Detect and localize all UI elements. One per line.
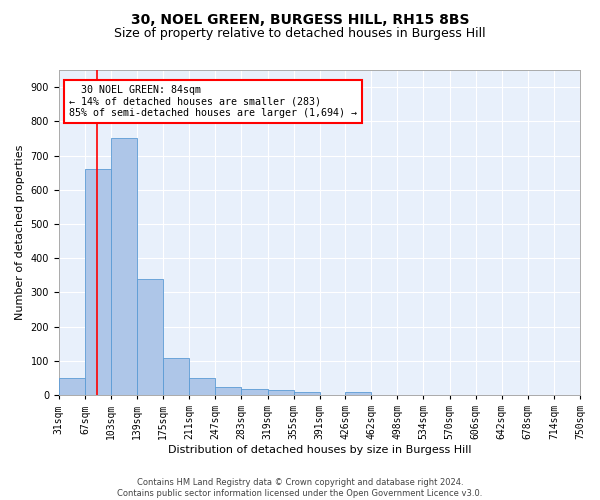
Bar bbox=[293, 392, 320, 395]
Bar bbox=[189, 378, 215, 395]
X-axis label: Distribution of detached houses by size in Burgess Hill: Distribution of detached houses by size … bbox=[167, 445, 471, 455]
Bar bbox=[215, 386, 241, 395]
Text: Size of property relative to detached houses in Burgess Hill: Size of property relative to detached ho… bbox=[114, 28, 486, 40]
Text: 30, NOEL GREEN, BURGESS HILL, RH15 8BS: 30, NOEL GREEN, BURGESS HILL, RH15 8BS bbox=[131, 12, 469, 26]
Bar bbox=[268, 390, 293, 395]
Y-axis label: Number of detached properties: Number of detached properties bbox=[15, 145, 25, 320]
Bar bbox=[163, 358, 189, 395]
Text: Contains HM Land Registry data © Crown copyright and database right 2024.
Contai: Contains HM Land Registry data © Crown c… bbox=[118, 478, 482, 498]
Bar bbox=[241, 390, 268, 395]
Bar bbox=[111, 138, 137, 395]
Text: 30 NOEL GREEN: 84sqm
← 14% of detached houses are smaller (283)
85% of semi-deta: 30 NOEL GREEN: 84sqm ← 14% of detached h… bbox=[69, 84, 357, 118]
Bar bbox=[137, 279, 163, 395]
Bar bbox=[85, 170, 111, 395]
Bar bbox=[59, 378, 85, 395]
Bar bbox=[345, 392, 371, 395]
